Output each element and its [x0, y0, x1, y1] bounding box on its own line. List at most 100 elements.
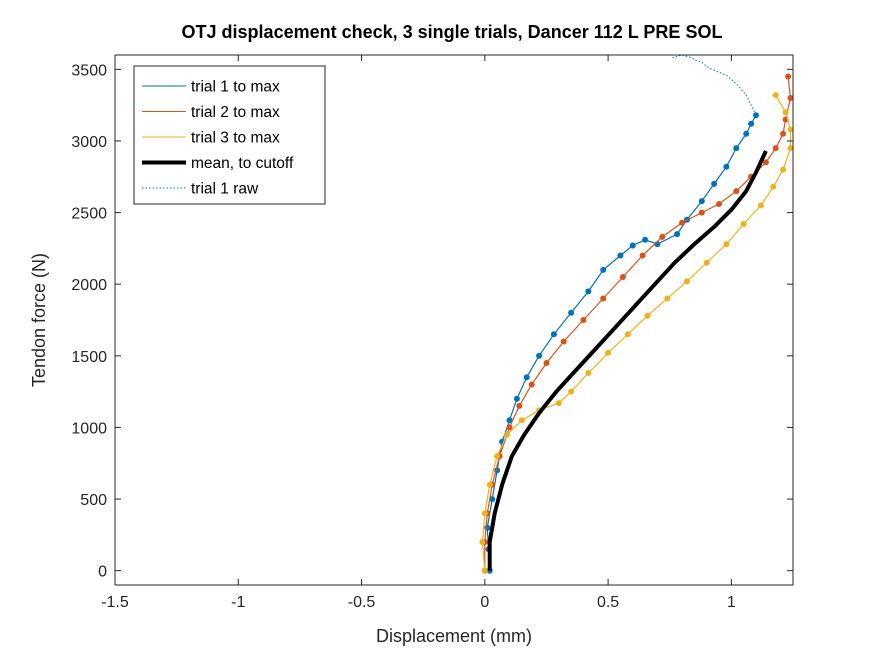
- data-point: [723, 163, 730, 170]
- data-point: [772, 145, 779, 152]
- data-point: [528, 381, 535, 388]
- data-point: [698, 209, 705, 216]
- data-point: [740, 221, 747, 227]
- x-tick-label: -0.5: [348, 594, 376, 611]
- data-point: [639, 252, 646, 259]
- data-point: [624, 331, 631, 338]
- legend-label: trial 1 raw: [191, 181, 259, 198]
- legend-label: trial 1 to max: [191, 79, 280, 96]
- data-point: [780, 166, 787, 173]
- y-tick-label: 3500: [71, 62, 107, 79]
- data-point: [560, 338, 567, 345]
- series-layer: [479, 54, 794, 574]
- data-point: [711, 180, 718, 187]
- series-line: [487, 150, 768, 571]
- legend-item: trial 2 to max: [142, 104, 280, 121]
- data-point: [494, 453, 501, 460]
- data-point: [787, 95, 794, 101]
- series-4: [487, 150, 768, 571]
- data-point: [629, 242, 636, 249]
- data-point: [481, 510, 488, 517]
- data-point: [748, 120, 755, 127]
- legend-label: trial 2 to max: [191, 104, 280, 121]
- data-point: [481, 567, 488, 574]
- legend-item: trial 3 to max: [142, 130, 280, 147]
- chart-title: OTJ displacement check, 3 single trials,…: [182, 22, 723, 42]
- data-point: [617, 252, 624, 259]
- data-point: [484, 524, 491, 531]
- data-point: [479, 539, 486, 545]
- data-point: [716, 201, 722, 207]
- legend-item: mean, to cutoff: [142, 155, 294, 172]
- data-point: [780, 130, 787, 137]
- series-line: [481, 94, 792, 571]
- x-tick-label: -1.5: [101, 594, 129, 611]
- data-point: [550, 331, 557, 338]
- data-point: [568, 309, 575, 316]
- y-tick-label: 1000: [71, 420, 107, 437]
- data-point: [513, 395, 520, 402]
- legend-label: mean, to cutoff: [191, 155, 294, 172]
- x-axis-label: Displacement (mm): [376, 626, 532, 646]
- y-tick-label: 500: [80, 492, 107, 509]
- data-point: [580, 317, 587, 323]
- data-point: [787, 145, 794, 152]
- data-point: [523, 374, 530, 381]
- data-point: [659, 233, 666, 240]
- y-tick-label: 1500: [71, 349, 107, 366]
- data-point: [516, 402, 523, 409]
- data-point: [674, 231, 681, 238]
- data-point: [743, 130, 750, 137]
- data-point: [585, 288, 592, 295]
- data-point: [723, 241, 730, 248]
- data-point: [506, 417, 513, 424]
- legend-item: trial 1 to max: [142, 79, 280, 96]
- data-point: [605, 349, 612, 356]
- x-tick-label: 1: [727, 594, 736, 611]
- y-tick-label: 3000: [71, 134, 107, 151]
- data-point: [642, 236, 649, 243]
- data-point: [703, 259, 710, 266]
- data-point: [644, 312, 651, 319]
- legend-label: trial 3 to max: [191, 130, 280, 147]
- axes-layer: -1.5 -1 -0.5 0 0.5 1 0 500 1000 1500 2000 2500 3000 3…: [71, 54, 794, 611]
- data-point: [684, 278, 690, 285]
- data-point: [733, 145, 740, 152]
- data-point: [518, 417, 525, 424]
- series-3: [479, 92, 794, 574]
- data-point: [600, 295, 607, 302]
- data-point: [757, 202, 764, 209]
- data-point: [664, 295, 671, 302]
- data-point: [787, 126, 794, 133]
- data-point: [698, 198, 705, 205]
- data-point: [568, 388, 575, 395]
- y-axis-label: Tendon force (N): [29, 253, 49, 387]
- x-tick-label: 0.5: [597, 594, 619, 611]
- data-point: [506, 424, 513, 431]
- data-point: [772, 92, 779, 99]
- legend-item: trial 1 raw: [142, 181, 259, 198]
- data-point: [619, 274, 626, 280]
- data-point: [504, 431, 510, 438]
- data-point: [489, 496, 496, 503]
- legend: trial 1 to max trial 2 to max trial 3 to m…: [133, 65, 326, 205]
- data-point: [679, 219, 686, 226]
- data-point: [543, 360, 550, 366]
- data-point: [486, 481, 493, 488]
- axes-box: [114, 54, 794, 586]
- data-point: [555, 400, 562, 407]
- data-point: [770, 183, 777, 190]
- y-tick-label: 0: [98, 564, 107, 581]
- data-point: [536, 352, 543, 359]
- y-tick-label: 2500: [71, 206, 107, 223]
- x-tick-label: 0: [480, 594, 489, 611]
- data-point: [762, 159, 769, 166]
- y-tick-label: 2000: [71, 277, 107, 294]
- legend-box: [133, 65, 326, 205]
- data-point: [733, 188, 740, 195]
- x-tick-label: -1: [231, 594, 245, 611]
- data-point: [782, 109, 789, 116]
- data-point: [785, 73, 792, 80]
- data-point: [585, 370, 592, 376]
